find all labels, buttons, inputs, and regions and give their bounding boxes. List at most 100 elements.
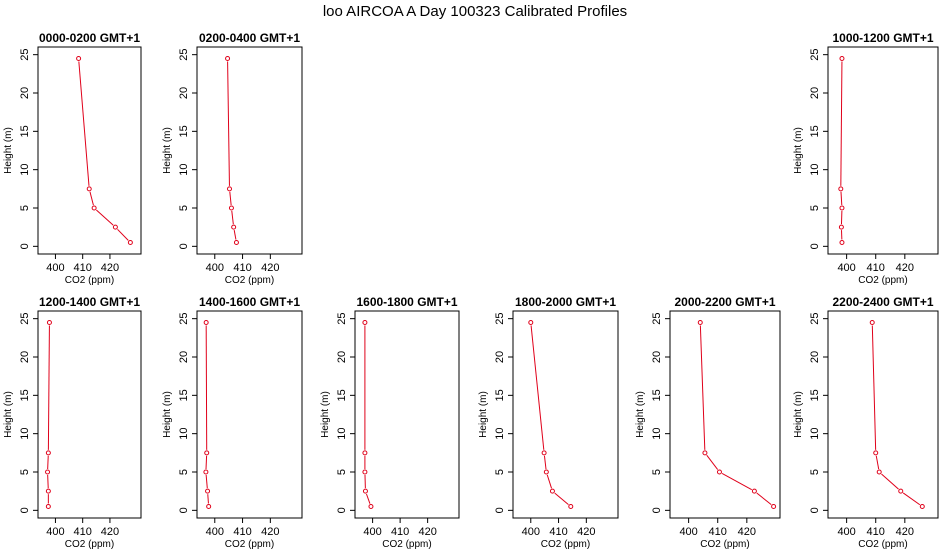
y-tick-label: 5 bbox=[178, 469, 190, 475]
panel-title: 1000-1200 GMT+1 bbox=[832, 31, 933, 45]
profile-segment bbox=[227, 61, 230, 186]
data-point bbox=[86, 186, 92, 192]
x-tick-label: 420 bbox=[418, 526, 436, 538]
data-point bbox=[838, 224, 844, 230]
panel-title: 1200-1400 GMT+1 bbox=[39, 295, 140, 309]
y-tick-label: 0 bbox=[809, 243, 821, 249]
y-tick-label: 0 bbox=[336, 507, 348, 513]
x-axis-label: CO2 (ppm) bbox=[858, 539, 907, 550]
y-tick-label: 25 bbox=[494, 313, 506, 325]
panel-1000-1200: 1000-1200 GMT+1 400 410 420 0 5 10 15 20 25 CO2 (p… bbox=[793, 31, 939, 286]
data-point bbox=[568, 504, 574, 509]
data-point bbox=[362, 450, 368, 456]
profile-segment bbox=[365, 493, 371, 504]
y-axis-label: Height (m) bbox=[3, 127, 14, 174]
panel-1600-1800: 1600-1800 GMT+1 400 410 420 0 5 10 15 20 25 CO2 (p… bbox=[320, 295, 460, 550]
x-tick-label: 420 bbox=[261, 262, 279, 274]
panel-title: 1400-1600 GMT+1 bbox=[199, 295, 300, 309]
data-point bbox=[873, 450, 879, 456]
y-tick-label: 15 bbox=[336, 389, 348, 401]
y-tick-label: 20 bbox=[494, 351, 506, 363]
panel-1200-1400: 1200-1400 GMT+1 400 410 420 0 5 10 15 20 25 CO2 (p… bbox=[3, 295, 142, 550]
panel-2200-2400: 2200-2400 GMT+1 400 410 420 0 5 10 15 20 25 CO2 (p… bbox=[793, 295, 939, 550]
y-tick-label: 25 bbox=[336, 313, 348, 325]
y-axis-label: Height (m) bbox=[793, 391, 804, 438]
profile-segment bbox=[233, 230, 237, 240]
data-point bbox=[751, 488, 757, 494]
y-tick-label: 0 bbox=[178, 507, 190, 513]
panel-title: 2000-2200 GMT+1 bbox=[674, 295, 775, 309]
x-tick-label: 410 bbox=[74, 262, 92, 274]
x-axis-label: CO2 (ppm) bbox=[382, 539, 431, 550]
profile-segment bbox=[706, 454, 719, 470]
y-tick-label: 10 bbox=[19, 164, 31, 176]
y-axis-label: Height (m) bbox=[635, 391, 646, 438]
panel-0200-0400: 0200-0400 GMT+1 400 410 420 0 5 10 15 20 25 CO2 (p… bbox=[162, 31, 303, 286]
x-tick-label: 400 bbox=[522, 526, 540, 538]
data-point bbox=[91, 205, 97, 211]
profile-segment bbox=[881, 473, 899, 490]
data-point bbox=[697, 320, 703, 325]
y-tick-label: 15 bbox=[809, 389, 821, 401]
data-point bbox=[898, 488, 904, 494]
y-tick-label: 20 bbox=[809, 351, 821, 363]
y-tick-label: 15 bbox=[494, 389, 506, 401]
x-axis-label: CO2 (ppm) bbox=[225, 539, 274, 550]
y-tick-label: 25 bbox=[651, 313, 663, 325]
x-tick-label: 410 bbox=[74, 526, 92, 538]
data-point bbox=[839, 56, 845, 61]
x-tick-label: 400 bbox=[206, 526, 224, 538]
x-axis-label: CO2 (ppm) bbox=[65, 539, 114, 550]
y-tick-label: 0 bbox=[651, 507, 663, 513]
plot-frame bbox=[37, 310, 142, 519]
y-axis-label: Height (m) bbox=[320, 391, 331, 438]
profile-segment bbox=[89, 191, 94, 206]
y-tick-label: 20 bbox=[178, 351, 190, 363]
y-tick-label: 20 bbox=[19, 351, 31, 363]
plot-frame bbox=[196, 310, 303, 519]
y-tick-label: 5 bbox=[809, 205, 821, 211]
data-point bbox=[368, 504, 374, 509]
x-axis-label: CO2 (ppm) bbox=[225, 275, 274, 286]
y-tick-label: 0 bbox=[178, 243, 190, 249]
y-tick-label: 20 bbox=[19, 87, 31, 99]
data-point bbox=[127, 240, 133, 245]
y-tick-label: 15 bbox=[178, 125, 190, 137]
x-tick-label: 400 bbox=[837, 262, 855, 274]
y-tick-label: 25 bbox=[19, 49, 31, 61]
profile-segment bbox=[756, 492, 772, 506]
profile-segment bbox=[96, 209, 114, 226]
y-tick-label: 0 bbox=[494, 507, 506, 513]
y-tick-label: 10 bbox=[809, 428, 821, 440]
data-point bbox=[203, 320, 209, 325]
y-tick-label: 10 bbox=[178, 164, 190, 176]
profile-segment bbox=[546, 474, 553, 489]
y-axis-label: Height (m) bbox=[162, 127, 173, 174]
y-tick-label: 15 bbox=[651, 389, 663, 401]
panel-1400-1600: 1400-1600 GMT+1 400 410 420 0 5 10 15 20 25 CO2 (p… bbox=[162, 295, 303, 550]
plot-frame bbox=[669, 310, 781, 519]
y-tick-label: 0 bbox=[19, 507, 31, 513]
y-tick-label: 5 bbox=[336, 469, 348, 475]
data-point bbox=[919, 504, 925, 509]
profile-segment bbox=[543, 455, 547, 470]
plot-frame bbox=[37, 46, 142, 255]
y-tick-label: 5 bbox=[809, 469, 821, 475]
data-point bbox=[205, 488, 211, 494]
data-point bbox=[869, 320, 875, 325]
panel-title: 1600-1800 GMT+1 bbox=[356, 295, 457, 309]
y-tick-label: 5 bbox=[651, 469, 663, 475]
plot-frame bbox=[827, 310, 939, 519]
x-tick-label: 420 bbox=[101, 262, 119, 274]
y-tick-label: 20 bbox=[336, 351, 348, 363]
profile-segment bbox=[205, 455, 208, 470]
profile-segment bbox=[47, 325, 50, 450]
y-tick-label: 15 bbox=[178, 389, 190, 401]
x-axis-label: CO2 (ppm) bbox=[541, 539, 590, 550]
profile-segment bbox=[554, 492, 569, 505]
x-tick-label: 400 bbox=[46, 526, 64, 538]
profile-segment bbox=[840, 191, 843, 206]
data-point bbox=[233, 240, 239, 245]
y-tick-label: 5 bbox=[19, 469, 31, 475]
x-tick-label: 410 bbox=[867, 526, 885, 538]
